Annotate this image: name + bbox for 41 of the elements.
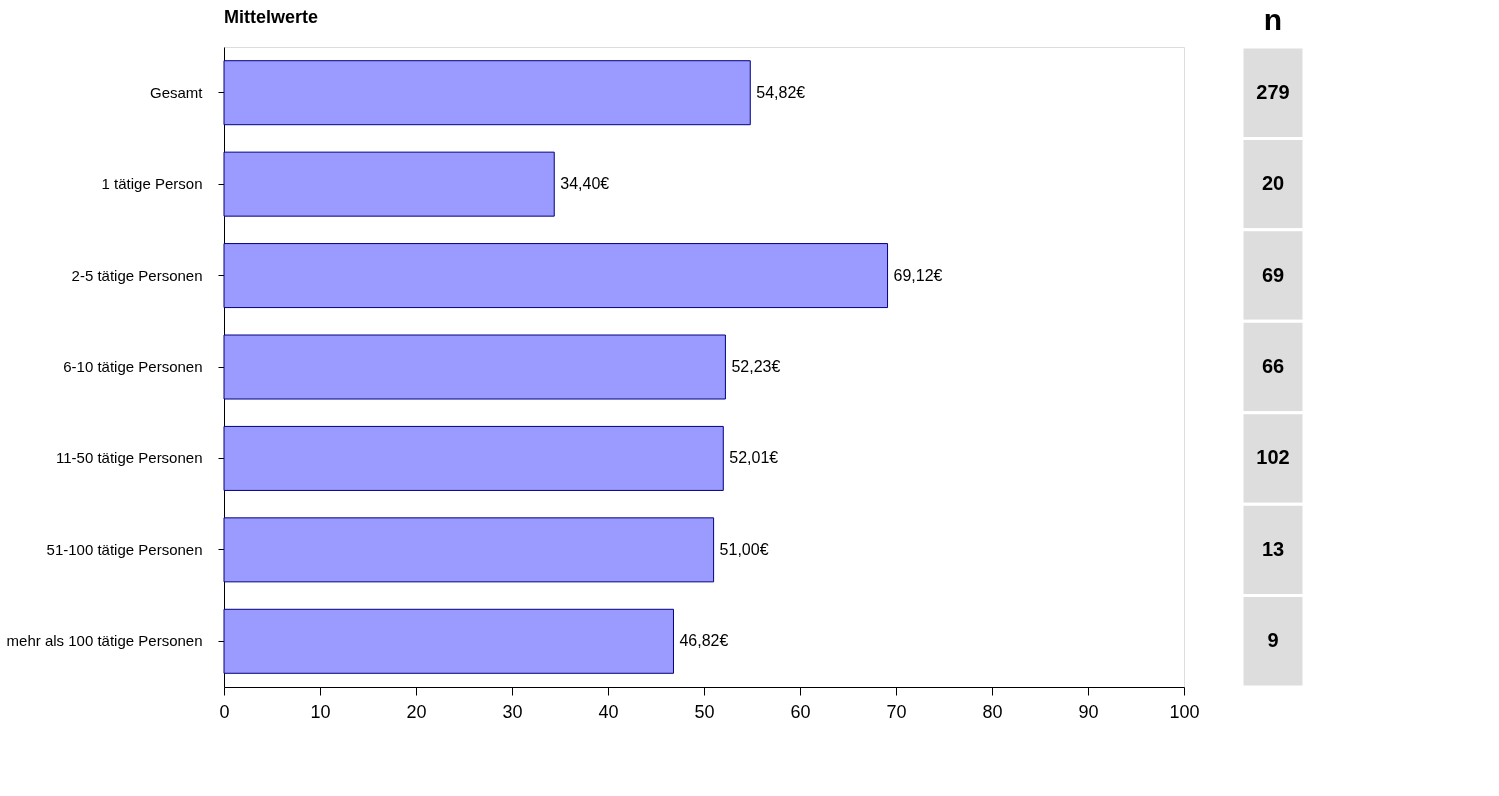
text: n	[1263, 2, 1283, 36]
text: 102	[1256, 446, 1290, 469]
y-tick-label: 2-5 tätige Personen	[71, 266, 203, 284]
x-tick-label: 0	[219, 701, 230, 722]
bar	[223, 60, 751, 126]
x-tick-label: 60	[790, 701, 811, 722]
data-label: 52,23€	[731, 358, 781, 375]
data-label: 51,00€	[719, 540, 769, 558]
y-tick-label: Gesamt	[149, 83, 204, 101]
x-tick-label: 30	[502, 701, 523, 722]
bar	[223, 517, 715, 583]
data-label: 52,01€	[729, 449, 779, 467]
x-tick-label: 40	[598, 701, 619, 722]
y-tick-label: mehr als 100 tätige Personen	[6, 632, 203, 650]
x-tick-label: 20	[406, 701, 427, 722]
text: 20	[1261, 172, 1285, 195]
bar	[223, 425, 724, 491]
y-tick-label: 11-50 tätige Personen	[56, 449, 203, 467]
y-tick-label: 1 tätige Person	[101, 175, 203, 193]
data-label: 54,82€	[756, 83, 806, 101]
x-tick-label: 100	[1169, 701, 1200, 722]
bar	[223, 608, 674, 674]
x-tick-label: 70	[886, 701, 907, 722]
bar	[223, 334, 726, 400]
text: 279	[1256, 80, 1290, 103]
y-tick-label: 6-10 tätige Personen	[63, 358, 203, 375]
data-label: 34,40€	[560, 175, 610, 193]
text: 9	[1267, 629, 1279, 652]
data-label: 46,82€	[679, 632, 729, 650]
x-tick-label: 80	[982, 701, 1003, 722]
text: 69	[1261, 263, 1285, 286]
data-label: 69,12€	[893, 266, 943, 284]
chart-title: Mittelwerte	[224, 7, 319, 27]
bar	[223, 243, 889, 309]
text: 13	[1261, 537, 1285, 560]
x-tick-label: 10	[310, 701, 331, 722]
text: 66	[1261, 355, 1285, 377]
x-tick-label: 50	[694, 701, 715, 722]
y-tick-label: 51-100 tätige Personen	[46, 540, 203, 558]
x-tick-label: 90	[1078, 701, 1099, 722]
bar	[223, 151, 555, 217]
